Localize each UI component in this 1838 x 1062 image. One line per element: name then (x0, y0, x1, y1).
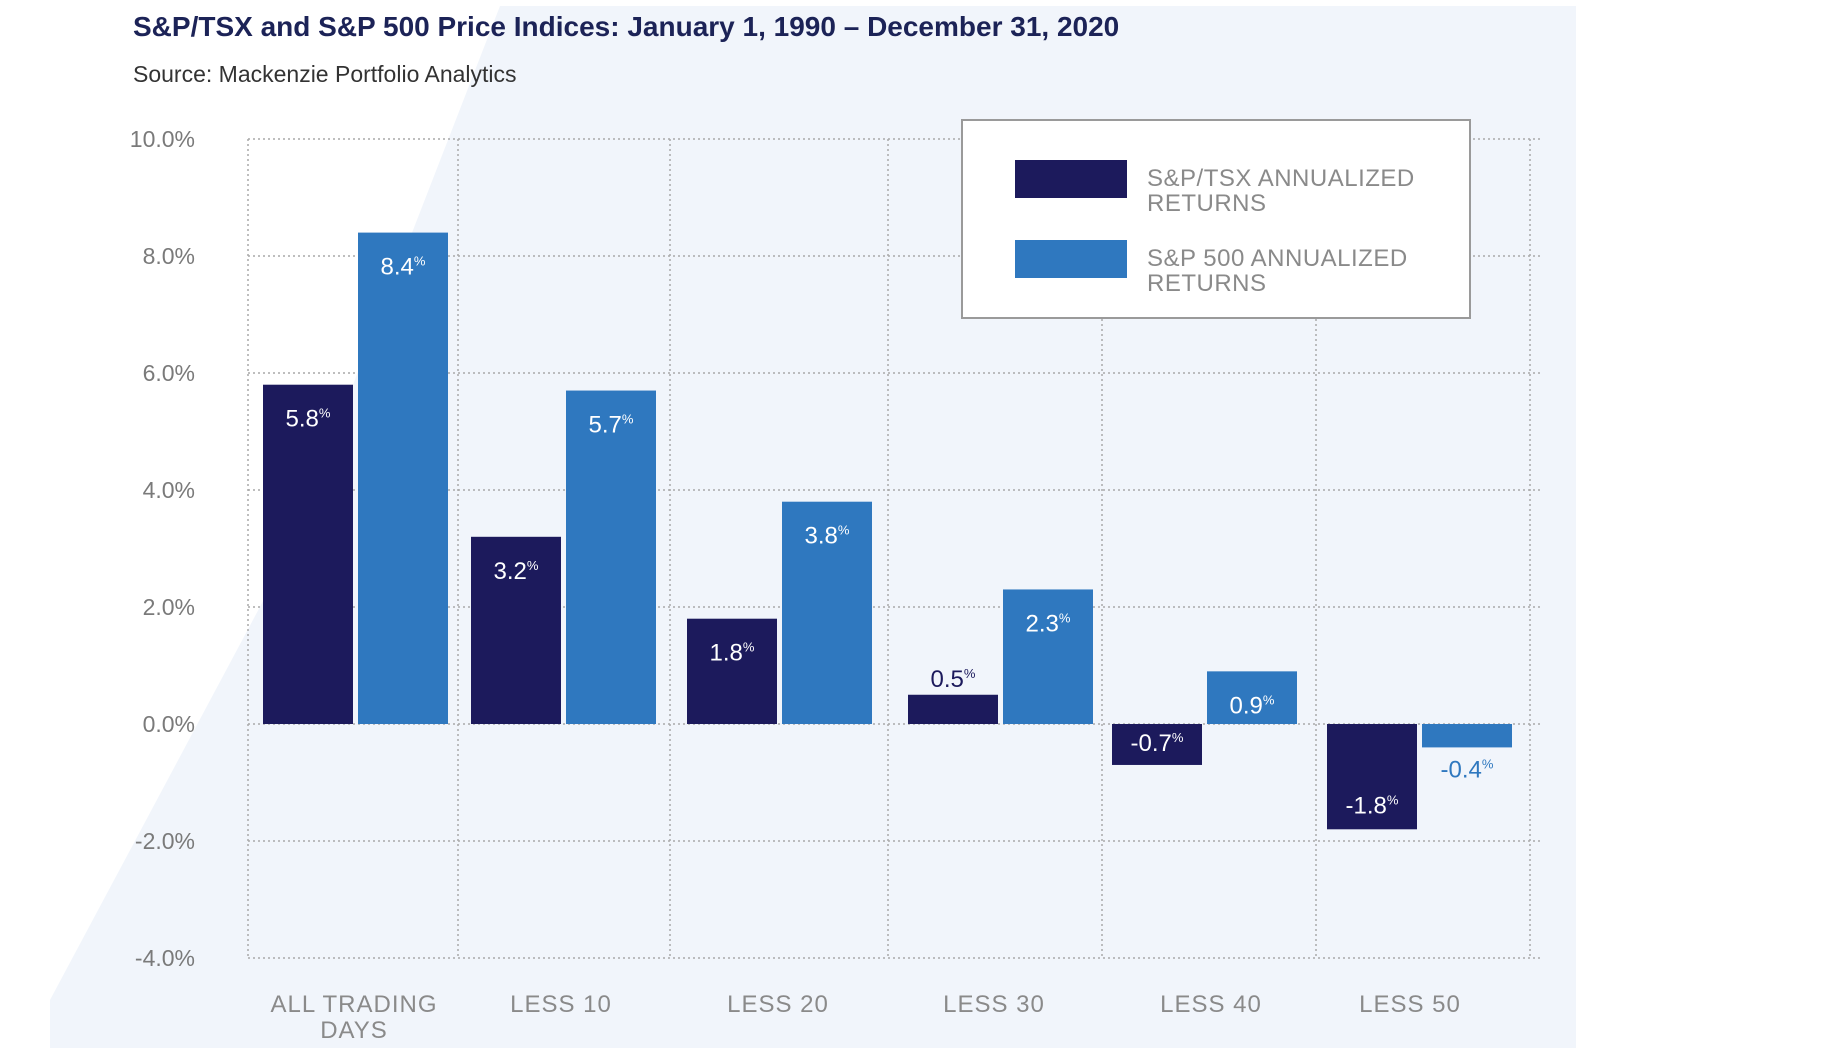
y-tick-label: 6.0% (143, 360, 195, 386)
y-tick-label: -2.0% (135, 828, 195, 854)
y-tick-label: 2.0% (143, 594, 195, 620)
x-tick-label-line: ALL TRADING (270, 991, 437, 1018)
legend-swatch-series-2 (1015, 240, 1127, 278)
bar-series-2 (1422, 724, 1512, 748)
y-axis: 10.0% 8.0% 6.0% 4.0% 2.0% 0.0% -2.0% -4.0% (130, 126, 195, 971)
bar-series-1 (471, 536, 561, 724)
y-tick-label: 10.0% (130, 126, 195, 152)
bar-series-1 (1327, 724, 1417, 830)
x-tick-label-line: LESS 50 (1359, 991, 1461, 1018)
bar-series-2 (1207, 671, 1297, 724)
legend-label-line: RETURNS (1147, 270, 1267, 297)
bar-series-1 (1112, 724, 1202, 765)
bar-series-1 (263, 384, 353, 724)
x-axis: ALL TRADING DAYS LESS 10 LESS 20 LESS 30 LESS… (270, 991, 1461, 1044)
legend-swatch-series-1 (1015, 160, 1127, 198)
bar-series-2 (358, 232, 448, 724)
data-label-unit: % (1059, 610, 1071, 625)
y-tick-label: 8.0% (143, 243, 195, 269)
bar-series-1 (908, 694, 998, 724)
bar-series-2 (1003, 589, 1093, 724)
x-tick-label: LESS 20 (727, 991, 829, 1018)
legend-label: S&P/TSX ANNUALIZED RETURNS (1147, 165, 1415, 217)
y-tick-label: -4.0% (135, 945, 195, 971)
bar-series-1 (687, 618, 777, 724)
data-label-unit: % (743, 640, 755, 655)
legend-label-line: S&P 500 ANNUALIZED (1147, 245, 1408, 272)
legend-label-line: RETURNS (1147, 190, 1267, 217)
data-label-unit: % (622, 412, 634, 427)
x-tick-label: LESS 50 (1359, 991, 1461, 1018)
data-label-unit: % (527, 558, 539, 573)
legend-box (961, 119, 1471, 319)
bars: 5.8%3.2%1.8%0.5%-0.7%-1.8%8.4%5.7%3.8%2.… (263, 232, 1512, 830)
x-tick-label-line: LESS 40 (1160, 991, 1262, 1018)
legend-label-line: S&P/TSX ANNUALIZED (1147, 165, 1415, 192)
x-tick-label-line: LESS 10 (510, 991, 612, 1018)
x-tick-label: ALL TRADING DAYS (270, 991, 437, 1044)
x-tick-label-line: LESS 20 (727, 991, 829, 1018)
y-tick-label: 4.0% (143, 477, 195, 503)
data-label: -0.7% (1131, 730, 1184, 757)
data-label-unit: % (964, 666, 976, 681)
bar-series-2 (782, 501, 872, 724)
x-tick-label: LESS 30 (943, 991, 1045, 1018)
data-label-unit: % (838, 523, 850, 538)
chart-subtitle: Source: Mackenzie Portfolio Analytics (133, 61, 517, 87)
y-tick-label: 0.0% (143, 711, 195, 737)
x-tick-label-line: DAYS (320, 1017, 388, 1044)
chart-title: S&P/TSX and S&P 500 Price Indices: Janua… (133, 11, 1119, 42)
x-tick-label: LESS 40 (1160, 991, 1262, 1018)
data-label-unit: % (1172, 730, 1184, 745)
data-label-unit: % (319, 406, 331, 421)
legend-label: S&P 500 ANNUALIZED RETURNS (1147, 245, 1408, 297)
data-label-unit: % (1482, 756, 1494, 771)
x-tick-label: LESS 10 (510, 991, 612, 1018)
x-tick-label-line: LESS 30 (943, 991, 1045, 1018)
data-label-unit: % (414, 254, 426, 269)
bar-series-2 (566, 390, 656, 724)
data-label-unit: % (1263, 692, 1275, 707)
data-label-unit: % (1387, 792, 1399, 807)
